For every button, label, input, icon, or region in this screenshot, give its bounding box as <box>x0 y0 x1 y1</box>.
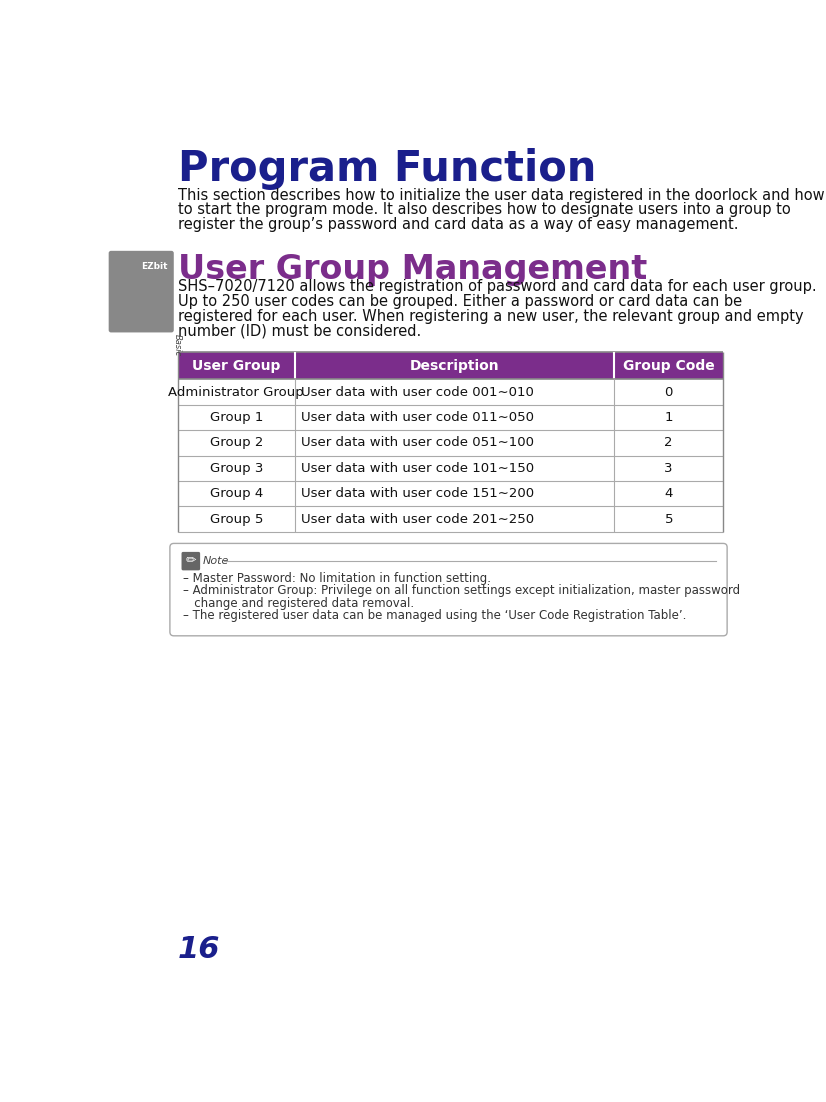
Text: User data with user code 001∼010: User data with user code 001∼010 <box>301 386 534 399</box>
Text: to start the program mode. It also describes how to designate users into a group: to start the program mode. It also descr… <box>178 203 790 217</box>
Text: 0: 0 <box>664 386 673 399</box>
Bar <box>178 352 724 379</box>
Text: Group 4: Group 4 <box>210 487 263 500</box>
Text: User Group: User Group <box>192 358 281 372</box>
Text: register the group’s password and card data as a way of easy management.: register the group’s password and card d… <box>178 217 738 231</box>
Text: – Administrator Group: Privilege on all function settings except initialization,: – Administrator Group: Privilege on all … <box>183 584 740 597</box>
Text: 1: 1 <box>664 411 673 424</box>
Text: Program Function: Program Function <box>178 148 596 190</box>
Text: Group 2: Group 2 <box>210 436 263 450</box>
Text: Note: Note <box>202 557 229 566</box>
Text: This section describes how to initialize the user data registered in the doorloc: This section describes how to initialize… <box>178 187 824 203</box>
Text: 4: 4 <box>664 487 673 500</box>
Text: registered for each user. When registering a new user, the relevant group and em: registered for each user. When registeri… <box>178 309 803 324</box>
Text: – The registered user data can be managed using the ‘User Code Registration Tabl: – The registered user data can be manage… <box>183 609 686 622</box>
Text: EZbit: EZbit <box>141 262 168 271</box>
Text: 3: 3 <box>664 462 673 475</box>
Text: Description: Description <box>410 358 500 372</box>
Text: – Master Password: No limitation in function setting.: – Master Password: No limitation in func… <box>183 572 491 585</box>
Text: User Group Management: User Group Management <box>178 253 647 287</box>
Text: User data with user code 011∼050: User data with user code 011∼050 <box>301 411 534 424</box>
Text: 2: 2 <box>664 436 673 450</box>
Text: Group 3: Group 3 <box>210 462 263 475</box>
Text: Basic: Basic <box>173 334 182 356</box>
Text: User data with user code 151∼200: User data with user code 151∼200 <box>301 487 534 500</box>
Text: change and registered data removal.: change and registered data removal. <box>183 596 414 609</box>
Text: Administrator Group: Administrator Group <box>169 386 304 399</box>
Text: User data with user code 051∼100: User data with user code 051∼100 <box>301 436 534 450</box>
Text: SHS–7020/7120 allows the registration of password and card data for each user gr: SHS–7020/7120 allows the registration of… <box>178 279 816 294</box>
Text: ✏: ✏ <box>186 554 196 568</box>
Text: number (ID) must be considered.: number (ID) must be considered. <box>178 323 421 338</box>
Text: User data with user code 101∼150: User data with user code 101∼150 <box>301 462 534 475</box>
Text: Group Code: Group Code <box>623 358 714 372</box>
FancyBboxPatch shape <box>170 543 727 636</box>
Text: Group 5: Group 5 <box>210 512 263 526</box>
Text: 5: 5 <box>664 512 673 526</box>
Text: User data with user code 201∼250: User data with user code 201∼250 <box>301 512 534 526</box>
FancyBboxPatch shape <box>182 552 200 571</box>
Text: Group 1: Group 1 <box>210 411 263 424</box>
FancyBboxPatch shape <box>109 251 173 333</box>
Text: Up to 250 user codes can be grouped. Either a password or card data can be: Up to 250 user codes can be grouped. Eit… <box>178 294 742 309</box>
Text: 16: 16 <box>178 934 221 964</box>
